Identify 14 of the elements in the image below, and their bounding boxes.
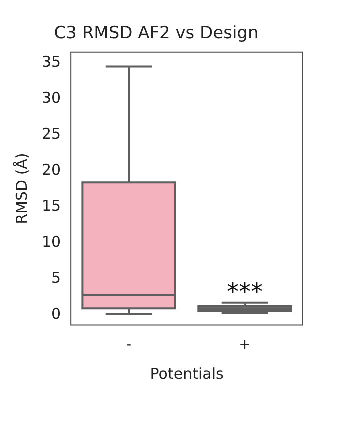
y-tick-label: 20 [42,161,62,180]
y-tick-label: 5 [52,269,62,288]
y-tick-label: 25 [42,125,62,144]
chart-title: C3 RMSD AF2 vs Design [54,24,259,44]
y-tick-label: 15 [42,197,62,216]
x-tick-label: - [126,337,132,354]
y-axis-title: RMSD (Å) [12,153,31,224]
y-tick-label: 35 [42,53,62,72]
y-tick-label: 10 [42,233,62,252]
y-tick-label: 0 [52,305,62,324]
y-tick-label: 30 [42,89,62,108]
x-axis-title: Potentials [150,364,224,383]
annotation: *** [227,278,264,306]
x-tick-label: + [239,337,251,354]
